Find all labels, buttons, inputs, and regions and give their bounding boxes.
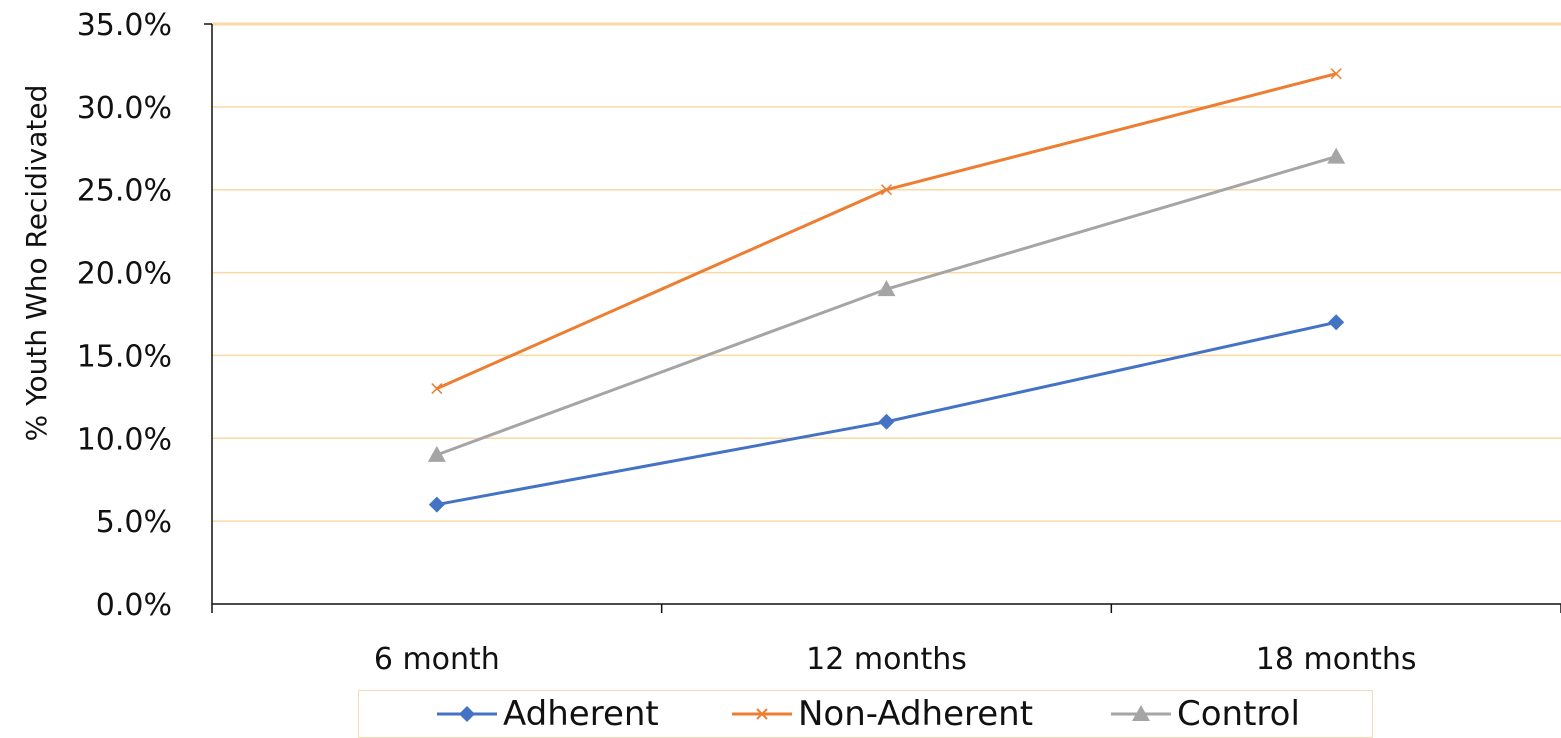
y-tick-label: 15.0% (77, 339, 172, 374)
data-point-adherent (878, 413, 895, 430)
y-tick-label: 0.0% (96, 588, 172, 623)
data-point-control (1327, 147, 1346, 164)
legend-label-control: Control (1177, 694, 1300, 734)
data-point-non-adherent (1330, 68, 1342, 80)
data-point-adherent (428, 496, 445, 513)
data-point-non-adherent (431, 383, 443, 395)
series-adherent (428, 314, 1345, 513)
legend-swatch-non-adherent (732, 708, 792, 720)
data-point-control (877, 280, 896, 297)
data-point-adherent (1328, 314, 1345, 331)
gridlines (212, 22, 1561, 522)
legend-swatch-adherent (437, 706, 497, 722)
series-non-adherent (431, 68, 1342, 395)
data-point-non-adherent (880, 184, 893, 196)
y-tick-labels: 0.0% 5.0% 10.0% 15.0% 20.0% 25.0% 30.0% 35.0% (77, 8, 172, 623)
series-line-adherent (436, 320, 1337, 507)
legend: Adherent Non-Adherent Control (358, 690, 1373, 738)
axes (204, 23, 1561, 613)
x-tick-labels: 6 month 12 months 18 months (374, 642, 1417, 677)
series-group (427, 68, 1346, 513)
series-line-control (436, 155, 1337, 457)
x-tick-label: 6 month (374, 642, 500, 677)
y-tick-label: 25.0% (77, 174, 172, 209)
series-control (427, 147, 1346, 462)
y-tick-label: 20.0% (77, 257, 172, 292)
legend-item-adherent: Adherent (435, 691, 659, 737)
series-line-non-adherent (436, 72, 1337, 390)
y-tick-label: 35.0% (77, 8, 172, 43)
legend-swatch-control (1111, 705, 1171, 721)
y-tick-label: 5.0% (96, 505, 172, 540)
y-tick-label: 10.0% (77, 422, 172, 457)
y-tick-label: 30.0% (77, 91, 172, 126)
data-point-control (427, 445, 446, 462)
legend-item-non-adherent: Non-Adherent (730, 691, 1033, 737)
x-tick-label: 12 months (806, 642, 967, 677)
x-tick-label: 18 months (1256, 642, 1417, 677)
legend-item-control: Control (1109, 691, 1300, 737)
legend-label-non-adherent: Non-Adherent (798, 694, 1034, 734)
legend-label-adherent: Adherent (503, 694, 659, 734)
y-axis-label: % Youth Who Recidivated (20, 85, 53, 442)
